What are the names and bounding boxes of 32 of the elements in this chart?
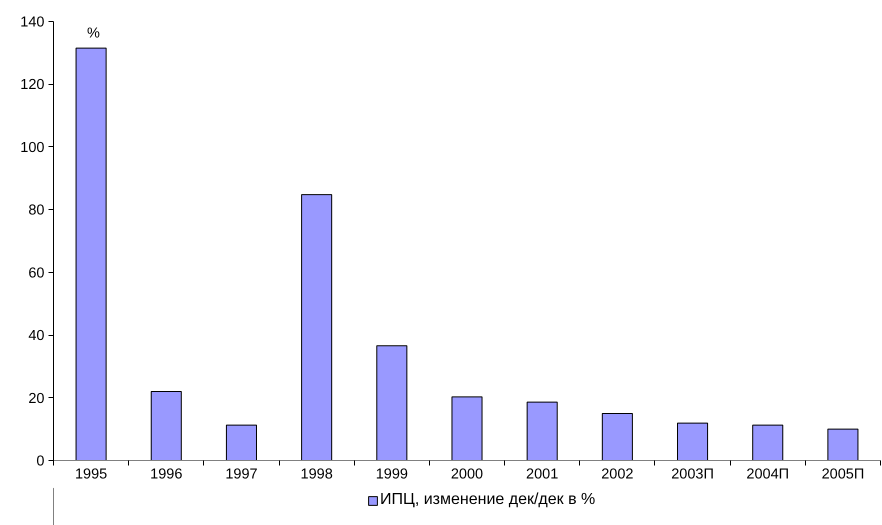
x-tick-label: 1996 bbox=[150, 466, 182, 482]
bar bbox=[376, 345, 408, 460]
y-tick-label: 100 bbox=[20, 140, 45, 156]
y-tick-label: 140 bbox=[20, 14, 45, 30]
bar bbox=[526, 402, 558, 460]
x-tick-label: 2000 bbox=[450, 466, 484, 482]
bar bbox=[76, 48, 107, 460]
x-tick-label: 2002 bbox=[601, 466, 634, 482]
x-tick-label: 2001 bbox=[526, 466, 558, 482]
bar bbox=[602, 412, 633, 460]
bar bbox=[150, 391, 182, 460]
bar bbox=[451, 396, 483, 460]
x-tick-label: 1999 bbox=[376, 466, 408, 482]
y-tick-label: 80 bbox=[28, 202, 45, 219]
y-axis-title: % bbox=[87, 26, 100, 42]
bar bbox=[677, 422, 708, 460]
x-tick-label: 2005П bbox=[822, 466, 864, 482]
bar bbox=[301, 194, 332, 460]
x-tick-label: 1998 bbox=[300, 466, 333, 482]
x-tick-label: 2004П bbox=[746, 466, 790, 482]
x-tick-label: 1995 bbox=[74, 466, 108, 482]
bar bbox=[752, 424, 784, 460]
bar bbox=[827, 428, 858, 460]
y-tick-label: 0 bbox=[36, 454, 45, 470]
y-tick-label: 40 bbox=[28, 328, 45, 344]
y-tick-label: 20 bbox=[28, 390, 45, 407]
x-tick-label: 1997 bbox=[225, 466, 258, 482]
y-tick-label: 60 bbox=[28, 265, 45, 282]
x-tick-label: 2003П bbox=[671, 466, 714, 482]
legend-label: ИПЦ, изменение дек/дек в % bbox=[380, 491, 596, 509]
y-tick-label: 120 bbox=[20, 77, 45, 94]
bar bbox=[226, 424, 257, 460]
